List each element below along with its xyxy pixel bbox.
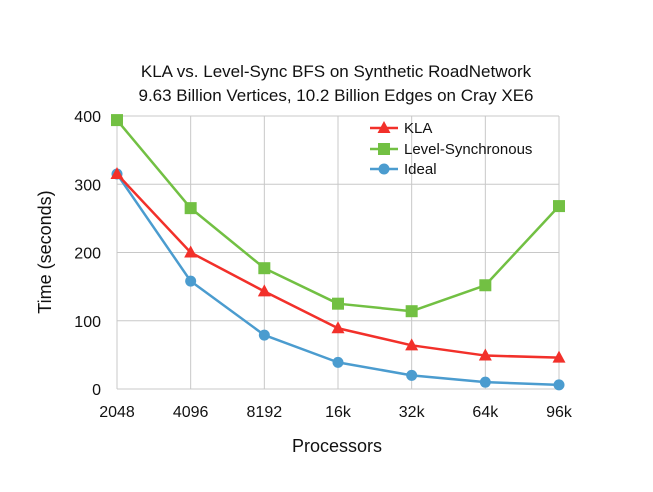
y-axis-label: Time (seconds) — [35, 190, 55, 313]
y-tick-labels: 0 100 200 300 400 — [74, 109, 101, 399]
series-level-synchronous — [111, 114, 565, 318]
data-point-level-synchronous — [479, 279, 492, 292]
y-tick-label: 100 — [74, 314, 101, 331]
x-tick-label: 8192 — [247, 404, 283, 421]
data-point-kla — [110, 167, 124, 180]
y-tick-label: 300 — [74, 177, 101, 194]
x-tick-label: 16k — [325, 404, 352, 421]
x-axis-label: Processors — [292, 436, 382, 456]
data-point-kla — [257, 284, 271, 297]
chart-title-line-1: KLA vs. Level-Sync BFS on Synthetic Road… — [141, 62, 532, 81]
data-point-kla — [405, 338, 419, 351]
series-kla — [110, 167, 566, 363]
legend: KLA Level-Synchronous Ideal — [370, 120, 532, 178]
data-point-level-synchronous — [111, 114, 123, 127]
x-tick-label: 4096 — [173, 404, 209, 421]
x-tick-label: 96k — [546, 404, 573, 421]
data-point-kla — [331, 321, 345, 334]
data-point-ideal — [406, 369, 418, 381]
legend-marker — [378, 163, 390, 175]
x-tick-label: 64k — [472, 404, 499, 421]
legend-item-kla: KLA — [370, 120, 432, 137]
legend-label: KLA — [404, 120, 432, 137]
legend-item-ideal: Ideal — [370, 161, 437, 178]
legend-marker — [378, 143, 390, 155]
legend-label: Ideal — [404, 161, 437, 178]
data-point-level-synchronous — [184, 202, 197, 215]
data-point-ideal — [332, 356, 344, 368]
chart-title-line-2: 9.63 Billion Vertices, 10.2 Billion Edge… — [138, 86, 533, 105]
y-tick-label: 400 — [74, 109, 101, 126]
data-point-ideal — [553, 379, 565, 391]
series-ideal — [111, 168, 565, 391]
data-point-ideal — [185, 275, 197, 287]
legend-item-level-synchronous: Level-Synchronous — [370, 141, 532, 158]
legend-marker — [377, 121, 391, 133]
legend-label: Level-Synchronous — [404, 141, 532, 158]
data-point-level-synchronous — [553, 200, 565, 213]
x-tick-label: 32k — [399, 404, 426, 421]
x-tick-label: 2048 — [99, 404, 135, 421]
data-point-level-synchronous — [258, 262, 271, 275]
y-tick-label: 0 — [92, 382, 101, 399]
data-point-level-synchronous — [332, 297, 344, 310]
data-point-level-synchronous — [405, 305, 418, 318]
data-point-kla — [184, 245, 198, 258]
data-point-ideal — [258, 329, 270, 341]
data-point-ideal — [479, 376, 491, 388]
data-point-kla — [552, 350, 566, 363]
x-tick-labels: 2048 4096 8192 16k 32k 64k 96k — [99, 404, 573, 421]
data-point-kla — [478, 348, 492, 361]
series-layer — [110, 114, 566, 391]
y-tick-label: 200 — [74, 246, 101, 263]
